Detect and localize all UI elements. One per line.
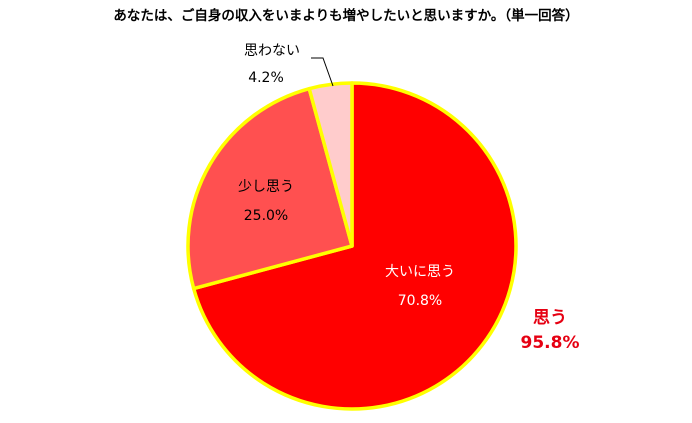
annotation-value: 95.8% [521,333,580,353]
chart-title: あなたは、ご自身の収入をいまよりも増やしたいと思いますか。（単一回答） [113,7,578,24]
pie-slice-0 [191,81,518,411]
pie-slice-1 [186,86,354,291]
slice-label-1: 少し思う [238,179,294,195]
slice-value-2: 4.2% [248,70,284,86]
pie-slice-2 [307,81,354,248]
slice-label-2: 思わない [244,43,300,59]
leader-line [311,57,334,87]
pie-slices [186,81,518,411]
slice-label-0: 大いに思う [385,264,455,280]
annotation-label: 思う [533,308,567,328]
slice-value-1: 25.0% [244,208,288,224]
slice-value-0: 70.8% [398,293,442,309]
